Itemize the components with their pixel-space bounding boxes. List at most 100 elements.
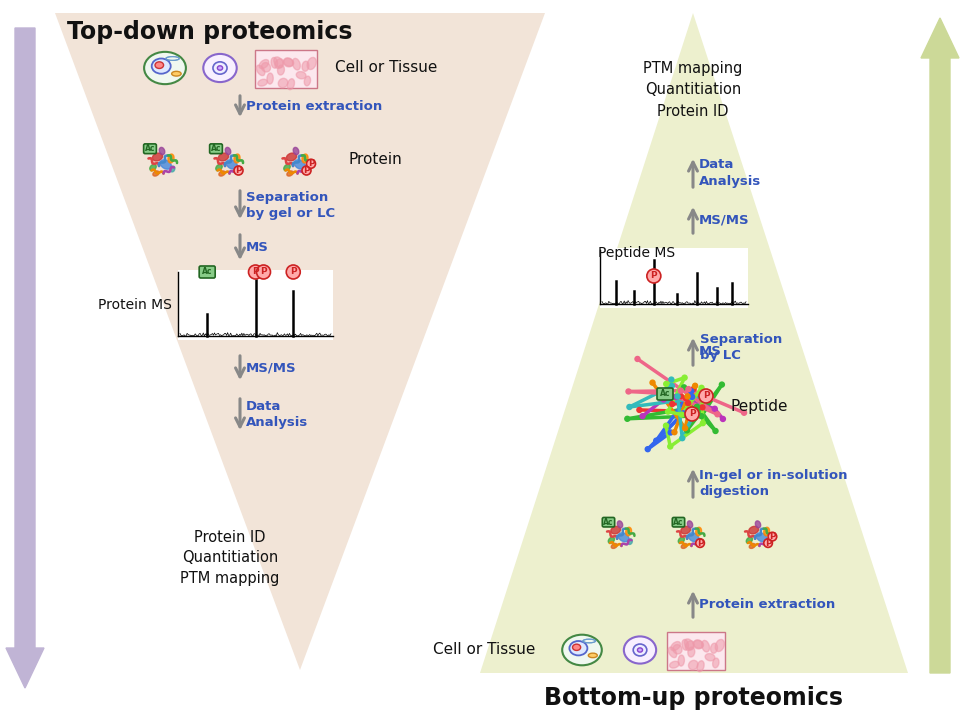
- Text: Protein extraction: Protein extraction: [699, 598, 835, 611]
- Ellipse shape: [693, 641, 704, 648]
- Circle shape: [663, 381, 669, 387]
- Text: Ac: Ac: [211, 144, 221, 154]
- Ellipse shape: [226, 147, 230, 154]
- Circle shape: [685, 394, 690, 399]
- Ellipse shape: [746, 537, 753, 543]
- Circle shape: [764, 539, 773, 547]
- Circle shape: [696, 539, 705, 547]
- Ellipse shape: [673, 644, 682, 654]
- Text: Ac: Ac: [202, 267, 212, 277]
- FancyBboxPatch shape: [602, 518, 614, 527]
- Ellipse shape: [687, 521, 693, 528]
- Circle shape: [680, 435, 684, 440]
- Ellipse shape: [284, 58, 294, 66]
- Circle shape: [699, 389, 713, 403]
- Ellipse shape: [213, 62, 227, 74]
- Circle shape: [672, 430, 677, 435]
- Circle shape: [699, 385, 704, 390]
- Bar: [178, 270, 333, 340]
- FancyArrow shape: [6, 28, 44, 688]
- Circle shape: [684, 428, 689, 433]
- Text: P: P: [303, 166, 310, 175]
- Circle shape: [691, 412, 696, 417]
- Ellipse shape: [274, 57, 283, 68]
- Text: Bottom-up proteomics: Bottom-up proteomics: [543, 686, 843, 710]
- Circle shape: [683, 375, 687, 380]
- Ellipse shape: [669, 661, 679, 668]
- Polygon shape: [55, 13, 545, 670]
- Ellipse shape: [688, 660, 698, 670]
- Circle shape: [720, 416, 726, 422]
- Ellipse shape: [617, 521, 623, 528]
- Circle shape: [636, 408, 642, 413]
- Circle shape: [669, 377, 674, 382]
- Ellipse shape: [294, 160, 305, 169]
- Ellipse shape: [159, 147, 165, 154]
- Ellipse shape: [293, 147, 299, 154]
- Polygon shape: [480, 13, 908, 673]
- Circle shape: [668, 430, 673, 435]
- Circle shape: [679, 394, 684, 399]
- Ellipse shape: [766, 539, 770, 545]
- Ellipse shape: [284, 165, 290, 171]
- Ellipse shape: [258, 79, 268, 86]
- Circle shape: [693, 414, 699, 419]
- Text: In-gel or in-solution
digestion: In-gel or in-solution digestion: [699, 469, 848, 497]
- Ellipse shape: [168, 154, 174, 163]
- Circle shape: [663, 423, 668, 428]
- Ellipse shape: [678, 655, 684, 666]
- Circle shape: [682, 385, 686, 389]
- Circle shape: [306, 159, 316, 168]
- FancyBboxPatch shape: [144, 144, 156, 154]
- Ellipse shape: [267, 73, 274, 84]
- Text: Protein extraction: Protein extraction: [246, 100, 382, 113]
- Ellipse shape: [256, 65, 265, 76]
- Circle shape: [694, 404, 700, 409]
- Ellipse shape: [668, 647, 677, 657]
- Text: Cell or Tissue: Cell or Tissue: [433, 643, 535, 657]
- Circle shape: [647, 269, 660, 283]
- Ellipse shape: [170, 166, 175, 172]
- Ellipse shape: [702, 641, 709, 652]
- Ellipse shape: [153, 171, 159, 176]
- Text: Protein ID
Quantitiation
PTM mapping: Protein ID Quantitiation PTM mapping: [180, 529, 279, 587]
- Ellipse shape: [705, 654, 715, 661]
- Text: Ac: Ac: [673, 518, 684, 526]
- Ellipse shape: [144, 52, 186, 84]
- Circle shape: [692, 383, 698, 388]
- Circle shape: [668, 392, 673, 397]
- Ellipse shape: [688, 533, 699, 542]
- Circle shape: [670, 402, 675, 406]
- Circle shape: [234, 166, 243, 175]
- Ellipse shape: [612, 544, 617, 548]
- FancyBboxPatch shape: [199, 266, 215, 278]
- Ellipse shape: [287, 79, 295, 90]
- Ellipse shape: [204, 54, 237, 82]
- Ellipse shape: [172, 71, 181, 76]
- Ellipse shape: [236, 166, 241, 172]
- Ellipse shape: [153, 153, 162, 161]
- Circle shape: [661, 397, 666, 402]
- Circle shape: [683, 426, 687, 430]
- Ellipse shape: [286, 153, 297, 161]
- Ellipse shape: [234, 154, 240, 163]
- Circle shape: [701, 395, 707, 400]
- Circle shape: [675, 394, 680, 399]
- Text: Data
Analysis: Data Analysis: [246, 400, 308, 429]
- Text: P: P: [290, 267, 297, 277]
- Circle shape: [668, 444, 673, 449]
- Bar: [255, 50, 317, 88]
- Ellipse shape: [302, 61, 309, 71]
- Text: Ac: Ac: [145, 144, 156, 154]
- Ellipse shape: [693, 640, 703, 649]
- Text: P: P: [252, 267, 259, 277]
- Ellipse shape: [697, 661, 704, 672]
- Ellipse shape: [609, 537, 614, 543]
- Ellipse shape: [569, 641, 588, 655]
- Ellipse shape: [155, 62, 163, 68]
- Text: P: P: [697, 539, 704, 547]
- Text: P: P: [688, 409, 695, 419]
- Ellipse shape: [637, 648, 642, 652]
- Ellipse shape: [756, 521, 760, 528]
- Ellipse shape: [682, 544, 687, 548]
